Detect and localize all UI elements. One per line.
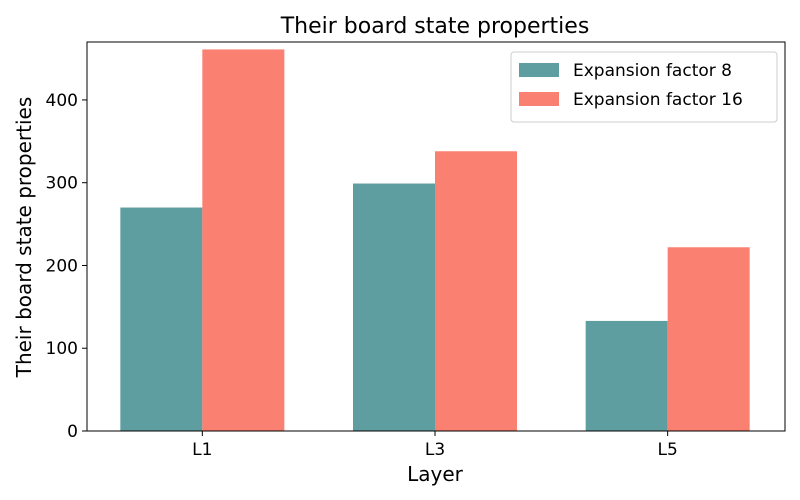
y-axis: 0 100 200 300 400 (46, 91, 87, 442)
legend-label: Expansion factor 16 (573, 90, 743, 110)
bars-group (120, 49, 750, 431)
x-axis-label: Layer (407, 462, 464, 486)
legend-swatch (519, 92, 559, 106)
bar-l1-series-1 (120, 207, 203, 431)
legend-label: Expansion factor 8 (573, 61, 732, 81)
plot-frame (86, 41, 786, 432)
legend: Expansion factor 8 Expansion factor 16 (510, 51, 778, 123)
y-tick-label: 100 (46, 339, 78, 359)
x-tick-label: L5 (658, 440, 678, 460)
bar-l3-series-2 (435, 151, 517, 431)
x-axis: L1 L3 L5 (192, 431, 678, 460)
y-tick-label: 400 (46, 91, 78, 111)
legend-swatch (519, 63, 559, 77)
bar-l5-series-2 (667, 247, 750, 431)
plot-area: 0 100 200 300 400 L1 L3 L5 (46, 41, 786, 460)
legend-box (510, 51, 778, 123)
y-tick-label: 300 (46, 174, 78, 194)
y-tick-label: 200 (46, 256, 78, 276)
y-axis-label: Their board state properties (12, 97, 36, 379)
bar-l3-series-1 (353, 183, 435, 431)
y-tick-label: 0 (67, 422, 78, 442)
x-tick-label: L1 (192, 440, 212, 460)
x-tick-label: L3 (425, 440, 445, 460)
bar-l1-series-2 (202, 49, 285, 431)
bar-l5-series-1 (585, 320, 668, 431)
chart-title: Their board state properties (280, 14, 590, 39)
